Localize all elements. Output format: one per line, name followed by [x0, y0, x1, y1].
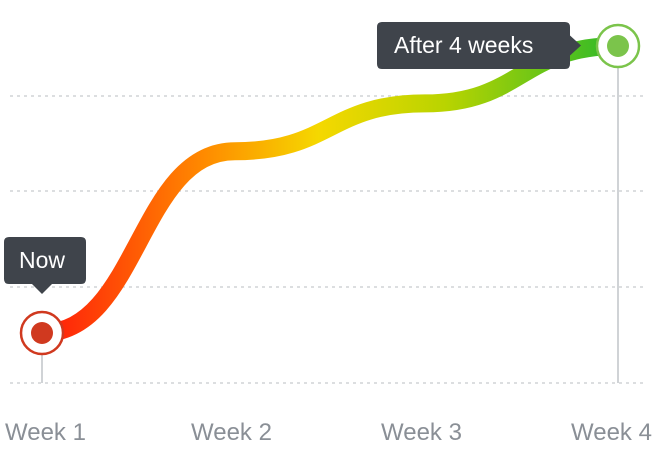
tooltip-0: Now: [4, 237, 86, 294]
marker-dot-0: [31, 322, 53, 344]
gridlines: [10, 95, 646, 384]
x-tick-label-2: Week 3: [381, 419, 462, 446]
tooltips: Now After 4 weeks: [4, 22, 581, 294]
marker-dot-1: [607, 35, 629, 57]
x-axis-ticks: Week 1 Week 2 Week 3 Week 4: [5, 419, 652, 446]
annotation-label-0: Now: [19, 247, 65, 273]
annotation-label-1: After 4 weeks: [394, 32, 533, 58]
markers: [19, 23, 641, 356]
x-tick-label-3: Week 4: [571, 419, 652, 446]
series-line: [33, 37, 627, 342]
tooltip-1: After 4 weeks: [377, 22, 581, 69]
x-tick-label-1: Week 2: [191, 419, 272, 446]
x-tick-label-0: Week 1: [5, 419, 86, 446]
tooltip-bg-0: [4, 237, 86, 294]
drop-lines: [41, 46, 619, 383]
tooltip-bg-1: [377, 22, 581, 69]
